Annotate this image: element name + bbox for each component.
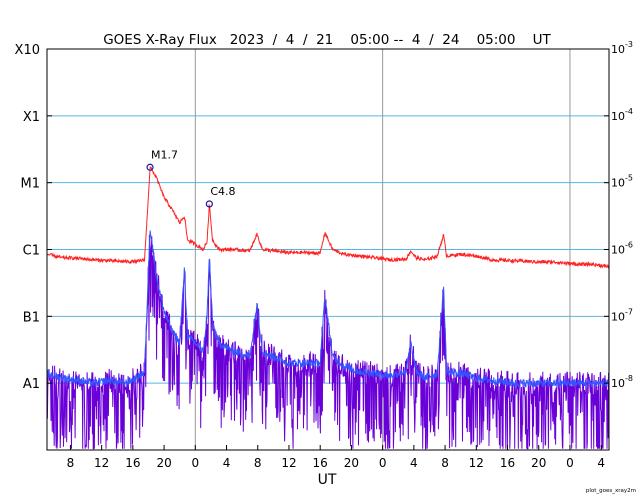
annotation-layer: M1.7 C4.8 [146,148,236,208]
x-tick-label: 16 [125,456,140,470]
x-tick-label: 8 [441,456,449,470]
x-tick-label: 0 [566,456,574,470]
y-flux-tick-label: 10-5 [611,174,633,190]
x-tick-label: 20 [531,456,546,470]
flare-annotation-label: M1.7 [151,148,178,161]
chart-title: GOES X-Ray Flux 2023 / 4 / 21 05:00 -- 4… [103,32,551,48]
x-tick-label: 8 [254,456,262,470]
x-tick-label: 8 [67,456,75,470]
y-class-tick-label: A1 [23,377,40,392]
short-channel-line [46,230,610,388]
y-flux-tick-label: 10-6 [611,241,633,257]
y-class-tick-label: B1 [23,310,40,325]
x-tick-label: 0 [191,456,199,470]
flare-peak-marker [146,163,154,171]
long-channel-line [46,166,610,270]
y-class-tick-label: C1 [23,244,40,259]
x-axis-label: UT [318,472,337,488]
x-tick-label: 0 [379,456,387,470]
x-tick-label: 12 [94,456,109,470]
x-tick-label: 20 [344,456,359,470]
flare-annotation-label: C4.8 [210,185,235,198]
y-class-tick-label: X10 [15,43,40,58]
x-tick-label: 20 [156,456,171,470]
x-tick-label: 12 [281,456,296,470]
short-channel-secondary-line [46,235,610,450]
x-tick-label: 16 [500,456,515,470]
y-flux-tick-label: 10-8 [611,374,633,390]
y-class-tick-label: M1 [21,177,41,192]
y-flux-tick-label: 10-4 [611,107,633,123]
series-layer [46,166,610,450]
x-tick-label: 4 [597,456,605,470]
tick-layer: X10 X1 M1 C1 B1 A1 10-3 10-4 10-5 10-6 10-7 10-8 8 12… [15,40,633,470]
x-tick-label: 4 [410,456,418,470]
flare-peak-marker [205,200,213,208]
watermark-text: plot_goes_xray2m [586,488,636,494]
x-tick-label: 4 [223,456,231,470]
x-tick-label: 16 [313,456,328,470]
x-tick-label: 12 [469,456,484,470]
y-class-tick-label: X1 [23,110,40,125]
y-flux-tick-label: 10-7 [611,307,633,323]
y-flux-tick-label: 10-3 [611,40,633,56]
